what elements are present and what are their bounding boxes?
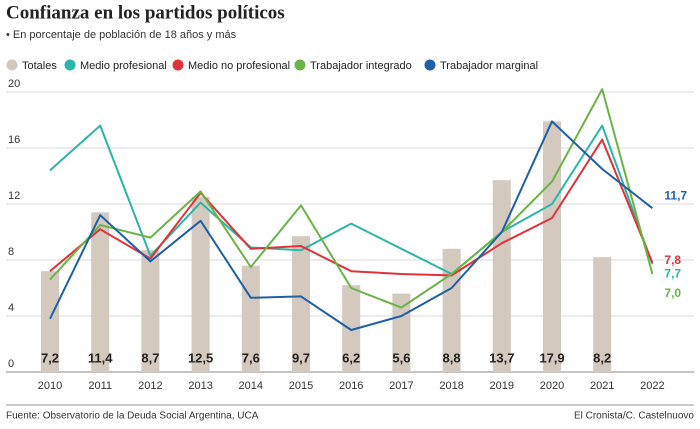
end-value-label: 7,8 xyxy=(664,253,681,267)
end-value-label: 7,0 xyxy=(664,286,681,300)
bar-value-label: 11,4 xyxy=(88,350,113,365)
bar xyxy=(141,250,160,372)
series-line xyxy=(49,88,654,309)
bar-value-label: 6,2 xyxy=(342,350,360,365)
x-tick-label: 2016 xyxy=(339,380,363,392)
x-tick-label: 2021 xyxy=(590,380,614,392)
chart-title: Confianza en los partidos políticos xyxy=(6,2,285,23)
bar-value-label: 7,6 xyxy=(242,350,260,365)
x-tick-label: 2013 xyxy=(188,380,212,392)
bar-value-label: 9,7 xyxy=(292,350,310,365)
credit: El Cronista/C. Castelnuovo xyxy=(574,411,694,422)
y-tick-label: 8 xyxy=(8,246,14,258)
bar-value-label: 8,8 xyxy=(443,350,461,365)
series-line xyxy=(49,138,654,277)
legend-label: Trabajador integrado xyxy=(310,60,412,72)
legend-swatch xyxy=(424,59,436,71)
x-tick-label: 2015 xyxy=(289,380,313,392)
y-tick-label: 4 xyxy=(8,302,14,314)
y-tick-label: 16 xyxy=(8,134,20,146)
bar-value-label: 8,2 xyxy=(593,350,611,365)
y-tick-label: 0 xyxy=(8,358,14,370)
bar-value-label: 8,7 xyxy=(141,350,159,365)
bar-value-label: 17,9 xyxy=(539,350,564,365)
x-tick-label: 2017 xyxy=(389,380,413,392)
x-tick-label: 2011 xyxy=(88,380,112,392)
bar xyxy=(442,248,461,372)
x-tick-label: 2010 xyxy=(38,380,62,392)
x-tick-label: 2020 xyxy=(540,380,564,392)
bar-value-label: 12,5 xyxy=(188,350,213,365)
end-value-label: 7,7 xyxy=(664,266,681,280)
legend-label: Medio no profesional xyxy=(188,60,290,72)
bar-value-label: 13,7 xyxy=(489,350,514,365)
x-tick-label: 2022 xyxy=(640,380,664,392)
bar xyxy=(41,271,59,372)
legend-swatch xyxy=(294,59,306,71)
bar xyxy=(593,257,612,372)
bar xyxy=(292,236,310,372)
chart-subtitle: • En porcentaje de población de 18 años … xyxy=(6,29,237,41)
x-tick-label: 2012 xyxy=(138,380,162,392)
series-line xyxy=(49,120,654,331)
legend-label: Trabajador marginal xyxy=(440,60,538,72)
x-tick-label: 2014 xyxy=(239,380,263,392)
bar xyxy=(191,197,210,372)
series-line xyxy=(49,124,654,275)
bar-value-label: 7,2 xyxy=(41,350,59,365)
legend-swatch xyxy=(172,59,184,71)
legend-label: Totales xyxy=(22,60,57,72)
bar xyxy=(91,212,110,372)
bar xyxy=(492,180,511,372)
legend-swatch xyxy=(64,59,76,71)
bar-value-label: 5,6 xyxy=(392,350,410,365)
x-tick-label: 2019 xyxy=(490,380,514,392)
end-value-label: 11,7 xyxy=(664,188,687,202)
y-tick-label: 12 xyxy=(8,190,20,202)
bar xyxy=(342,285,361,372)
legend-label: Medio profesional xyxy=(80,60,167,72)
legend-swatch xyxy=(6,59,18,71)
source: Fuente: Observatorio de la Deuda Social … xyxy=(6,411,259,422)
x-tick-label: 2018 xyxy=(439,380,463,392)
y-tick-label: 20 xyxy=(8,78,20,90)
bar xyxy=(543,121,561,373)
